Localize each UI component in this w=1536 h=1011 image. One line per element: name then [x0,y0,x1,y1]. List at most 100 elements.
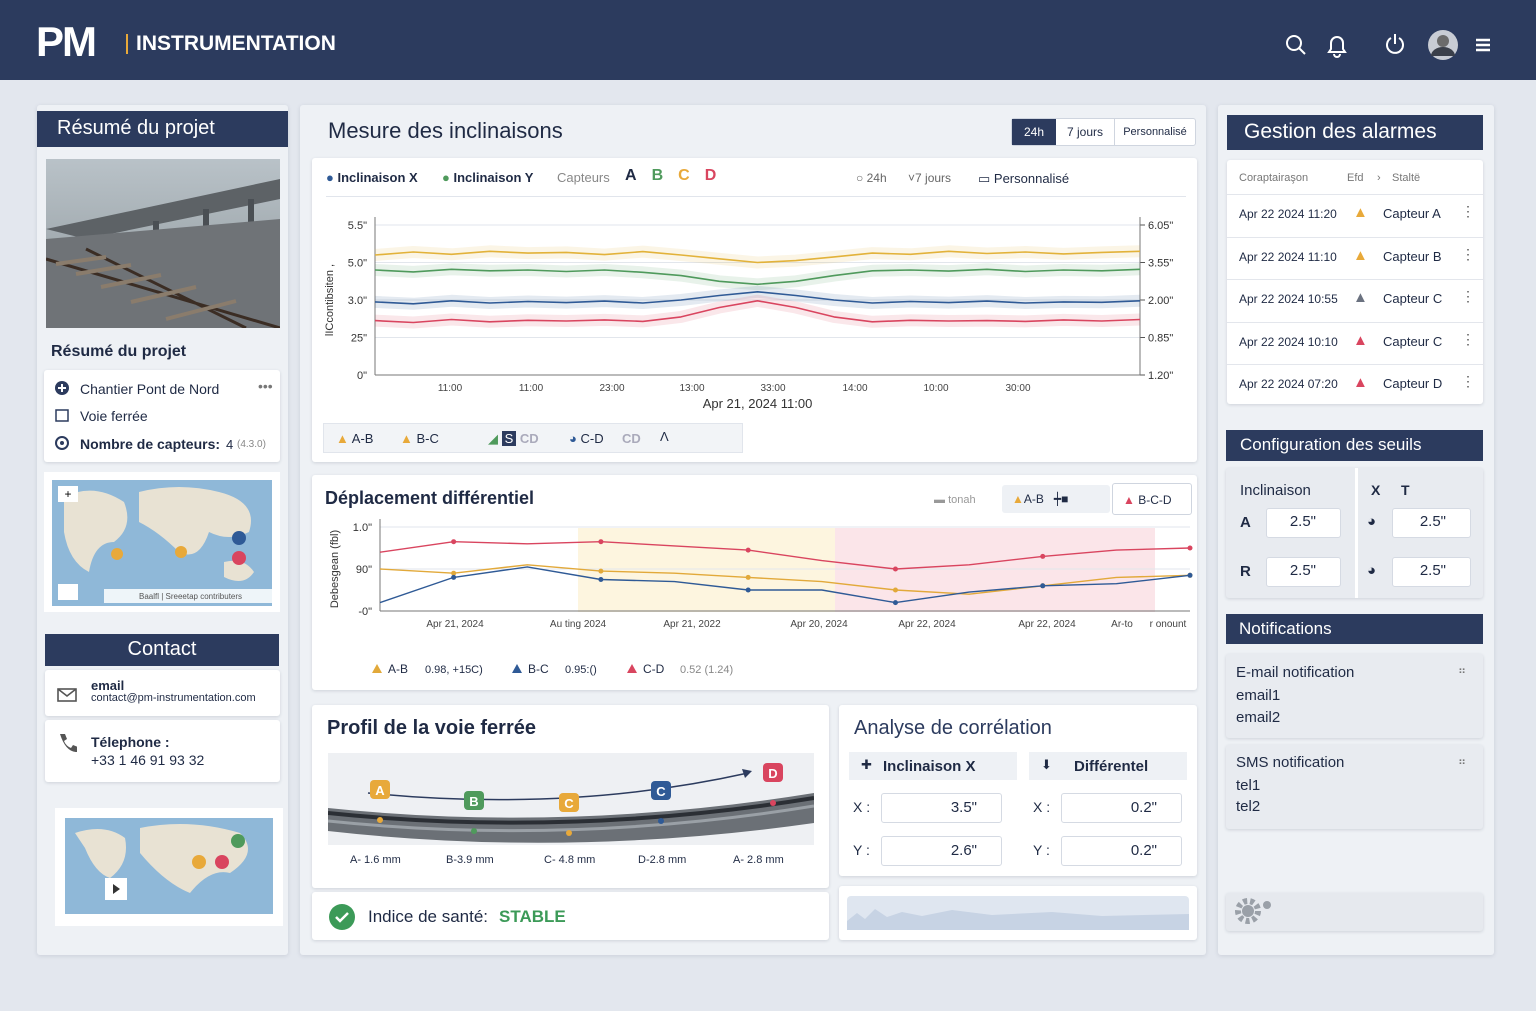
tool[interactable]: CD [622,431,641,446]
map[interactable]: + Baalfl | Sreeetap contributers [44,472,280,612]
legend-item: ● Inclinaison X [326,170,418,185]
tool[interactable]: ▲ B-C [400,431,439,446]
row-menu[interactable]: ⋮ [1461,203,1475,219]
column-header: Inclinaison X [849,752,1017,780]
icon: ⬇ [1041,757,1052,772]
alarm-date: Apr 22 2024 07:20 [1239,377,1338,391]
panel-heading: Contact [45,634,279,666]
toolbar-range[interactable]: ○ 24h [856,171,887,185]
row-divider [1227,194,1483,195]
more[interactable]: ••• [258,378,273,394]
tool[interactable]: ◢ S CD [488,431,539,446]
sparkline [847,896,1189,930]
notification-box: SMS notification tel1 tel2 ⠶ [1226,745,1483,829]
alarm-date: Apr 22 2024 10:10 [1239,334,1338,349]
sensors-label: Capteurs [557,170,610,185]
row-divider [1227,236,1483,238]
email[interactable]: contact@pm-instrumentation.com [91,692,256,704]
chip[interactable]: ▲ B-C-D [1112,483,1192,515]
alarm-date: Apr 22 2024 10:55 [1239,292,1338,306]
alarm-icon: ▲ [1353,289,1368,306]
sensor-letter[interactable]: B [651,167,664,184]
correlation-card: Analyse de corrélation Inclinaison X ✚ X :… [839,705,1197,876]
range-button[interactable]: Personnalisé [1123,126,1187,138]
range-button[interactable]: 24h [1012,119,1056,145]
toolbar-label: 24h [866,171,887,185]
sensor-letter[interactable]: A [625,167,637,184]
legend-label: Inclinaison X [337,170,418,185]
marker [763,763,783,782]
input[interactable]: 0.2" [1061,793,1182,823]
chip[interactable]: ▬ tonah [934,494,976,506]
sensor-note: (4.3.0) [237,439,266,450]
tool[interactable]: ▲ A-B [336,431,374,446]
toolbar: ▲ A-B ▲ B-C ◢ S CD ◕ C-D CD Λ [323,423,743,453]
row-menu[interactable]: ⋮ [1461,288,1475,304]
section-title: Analyse de corrélation [854,717,1052,739]
alarm-icon: ▲ [1353,331,1368,349]
sensor-letter[interactable]: D [704,167,717,184]
notification-item: tel2 [1236,798,1261,815]
header-icons[interactable] [1280,28,1500,64]
row-menu[interactable]: ⋮ [1461,330,1475,347]
measure: C- 4.8 mm [544,854,596,866]
input[interactable]: 0.2" [1061,836,1182,866]
logo[interactable]: PM [36,18,97,65]
chip[interactable]: ▲A-B ┿■ [1002,485,1110,513]
marker-foot [566,830,572,836]
input[interactable]: 3.5" [881,793,1002,823]
panel-heading: Notifications [1226,614,1483,644]
separator [326,196,1186,197]
notification-item: email1 [1236,687,1281,704]
notification-box: E-mail notification email1 email2 ⠶ [1226,654,1483,738]
phone-icon [60,734,77,752]
chip-label: B-C-D [1138,493,1172,507]
input[interactable]: 2.5" [1392,508,1471,538]
sparkline-card [839,886,1197,940]
icon: ◕ [1367,513,1377,530]
tool-label: A-B [351,431,374,446]
input[interactable]: 2.5" [1266,508,1341,538]
list-icons [55,381,69,450]
list-item: Chantier Pont de Nord [80,381,220,397]
handle[interactable]: ⠶ [1458,665,1467,677]
gear-icon[interactable] [1230,895,1280,927]
chart-card: ● Inclinaison X ● Inclinaison Y Capteurs… [312,158,1197,462]
row-menu[interactable]: ⋮ [1461,245,1475,262]
app-title: INSTRUMENTATION [136,32,336,55]
notification-title: SMS notification [1236,754,1345,771]
row-divider [1227,279,1483,280]
tool[interactable]: ◕ C-D [569,431,604,446]
row-menu[interactable]: ⋮ [1461,373,1475,389]
input[interactable]: 2.5" [1392,557,1471,587]
project-photo [46,159,280,328]
sensor-letter[interactable]: C [678,167,690,184]
toolbar-label: 7 jours [915,171,952,185]
input[interactable]: 2.5" [1266,557,1341,587]
threshold-grid: Inclinaison X T A 2.5" 2.5" ◕ R 2.5" 2.5" ◕ [1226,468,1483,598]
toolbar-range[interactable]: ˅7 jours [908,171,952,185]
handle[interactable]: ⠶ [1458,756,1467,768]
alarm-sensor: Capteur C [1383,333,1443,349]
column-header: Efd [1347,172,1364,184]
toolbar-range[interactable]: ▭ Personnalisé [978,171,1070,186]
panel-heading: Gestion des alarmes [1227,115,1483,150]
marker-foot [377,817,383,823]
marker-foot [770,800,776,806]
email-icon [57,688,77,702]
marker-foot [471,828,477,834]
measure: A- 2.8 mm [733,854,784,866]
phone-block: Télephone : +33 1 46 91 93 32 [45,720,280,782]
tool[interactable]: Λ [660,429,669,444]
panel-heading: Résumé du projet [37,111,288,147]
map-small[interactable] [55,808,283,926]
alarm-sensor: Capteur C [1383,291,1443,306]
range-button[interactable]: 7 jours [1056,119,1115,145]
track-profile: A B C C D [328,753,814,845]
sensor-count: 4 [226,437,234,452]
divider [126,34,128,54]
health-status: STABLE [499,907,566,926]
input[interactable]: 2.6" [881,836,1002,866]
phone[interactable]: +33 1 46 91 93 32 [91,752,205,768]
